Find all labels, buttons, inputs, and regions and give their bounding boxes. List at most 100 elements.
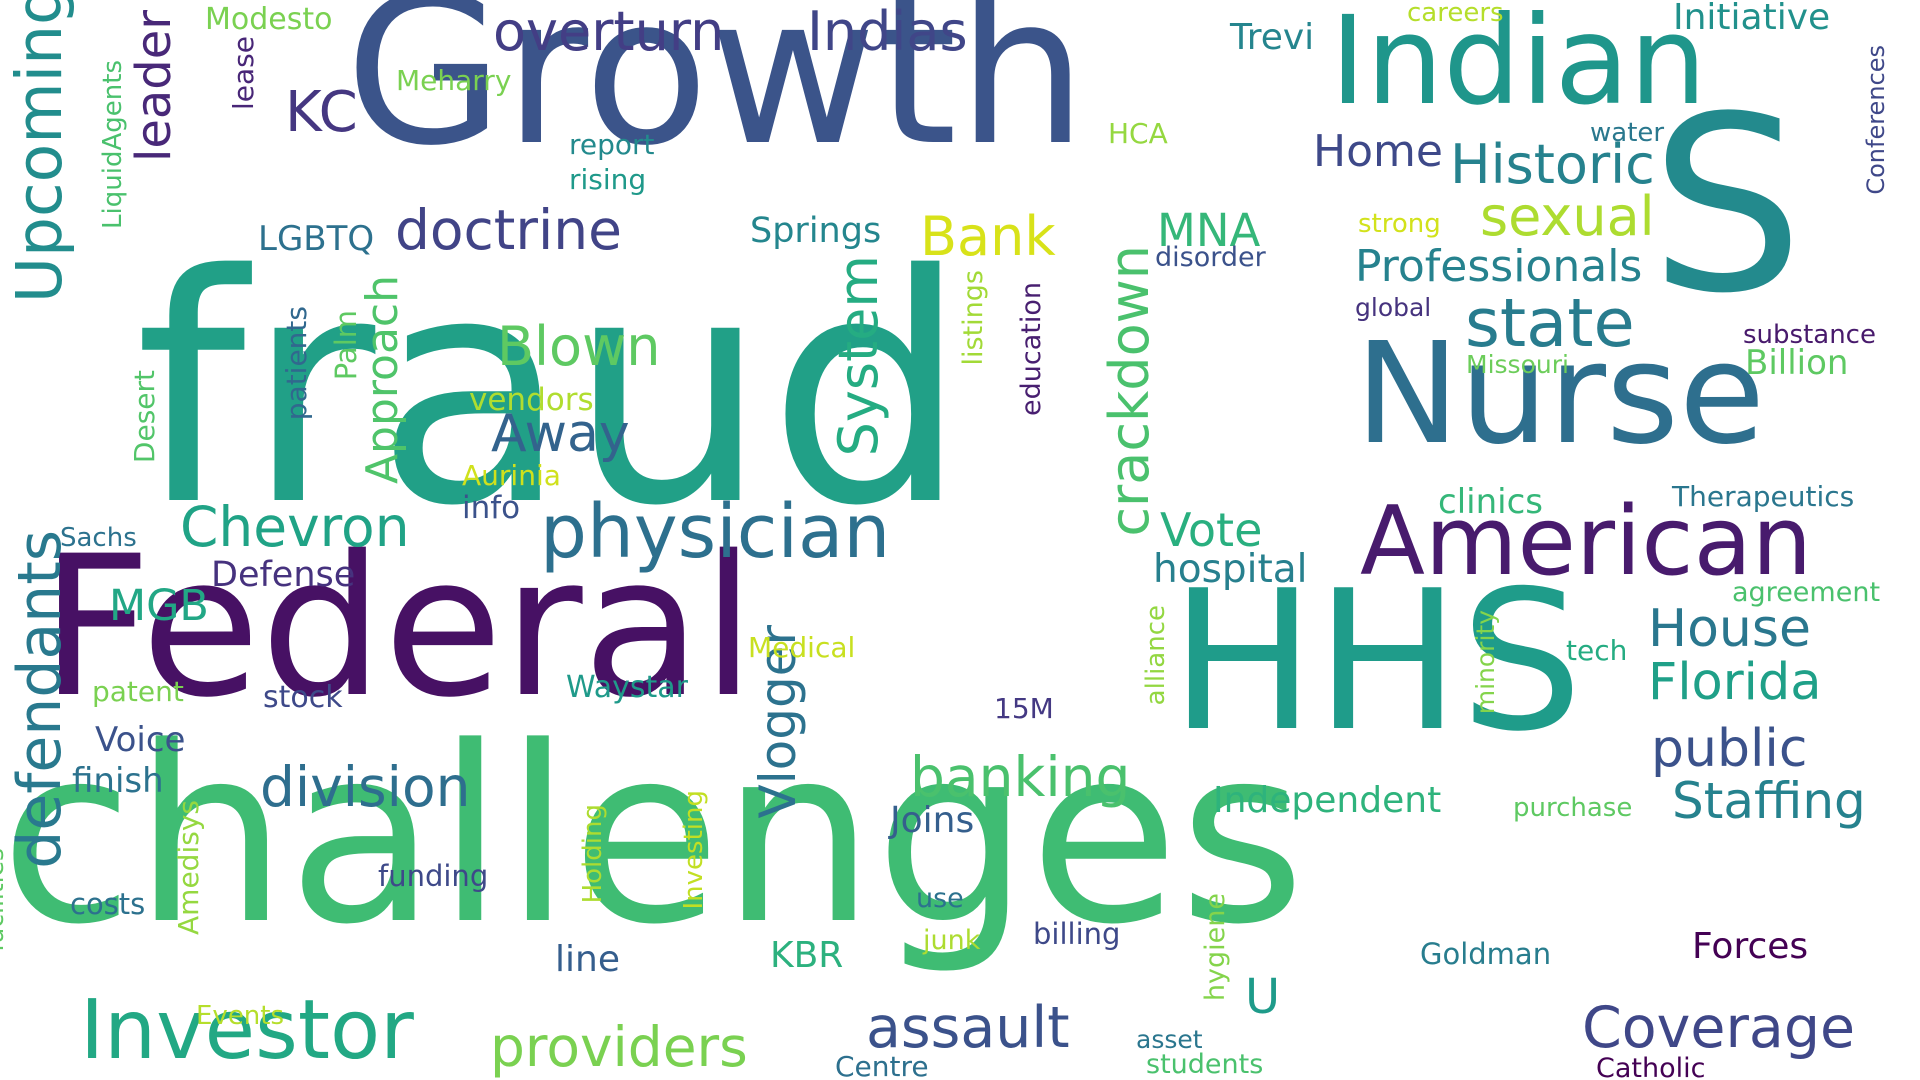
word-staffing: Staffing: [1672, 772, 1866, 830]
word-voice: Voice: [95, 720, 186, 760]
word-desert: Desert: [128, 370, 161, 464]
word-hhs: HHS: [1170, 549, 1583, 774]
word-global: global: [1355, 293, 1432, 322]
word-events: Events: [196, 1001, 285, 1031]
word-info: info: [462, 490, 521, 526]
word-division: division: [260, 755, 471, 819]
word-investor: Investor: [80, 983, 414, 1078]
word-agreement: agreement: [1732, 577, 1881, 608]
word-house: House: [1648, 599, 1811, 659]
word-rising: rising: [569, 163, 647, 196]
word-bank: Bank: [920, 205, 1056, 268]
word-hospital: hospital: [1153, 547, 1308, 592]
word-nurse: Nurse: [1355, 313, 1766, 476]
word-american: American: [1360, 487, 1813, 597]
word-trevi: Trevi: [1230, 17, 1315, 58]
word-strong: strong: [1358, 209, 1441, 239]
word-facilities: facilities: [0, 848, 9, 952]
word-historic: Historic: [1450, 133, 1655, 196]
word-upcoming: Upcoming: [3, 0, 76, 304]
word-fraud: fraud: [135, 209, 969, 575]
word-palm: Palm: [329, 310, 363, 381]
word-costs: costs: [70, 887, 146, 921]
word-careers: careers: [1407, 0, 1504, 28]
word-home: Home: [1313, 126, 1443, 177]
word-mgb: MGB: [109, 581, 209, 631]
word-minority: minority: [1471, 610, 1500, 715]
word-doctrine: doctrine: [395, 198, 622, 262]
word-professionals: Professionals: [1355, 241, 1643, 292]
word-conferences: Conferences: [1862, 45, 1890, 195]
word-modesto: Modesto: [205, 2, 333, 37]
word-defendants: defendants: [5, 530, 75, 869]
word-sexual: sexual: [1480, 185, 1655, 248]
word-crackdown: crackdown: [1098, 245, 1161, 537]
word-asset: asset: [1136, 1025, 1203, 1054]
word-meharry: Meharry: [396, 64, 512, 97]
word-centre: Centre: [835, 1050, 929, 1080]
word-education: education: [1016, 282, 1047, 416]
word-indian: Indian: [1330, 0, 1707, 132]
word-s: S: [1650, 65, 1804, 347]
word-forces: Forces: [1692, 926, 1809, 967]
word-report: report: [569, 128, 655, 161]
word-challenges: challenges: [0, 695, 1306, 978]
word-independent: Independent: [1213, 780, 1442, 821]
word-disorder: disorder: [1155, 242, 1266, 273]
word-clinics: clinics: [1438, 482, 1543, 522]
word-initiative: Initiative: [1673, 0, 1831, 38]
word-billion: Billion: [1745, 343, 1849, 383]
word-assault: assault: [866, 995, 1070, 1061]
word-vendors: vendors: [469, 382, 594, 418]
word-alliance: alliance: [1141, 605, 1171, 706]
word-patients: patients: [280, 306, 313, 421]
word-goldman: Goldman: [1420, 937, 1552, 971]
word-listings: listings: [958, 270, 989, 366]
word-junk: junk: [923, 925, 981, 956]
word-patent: patent: [92, 675, 184, 708]
word-waystar: Waystar: [566, 670, 688, 705]
word-hca: HCA: [1108, 117, 1168, 150]
word-indias: Indias: [807, 0, 968, 63]
word-approach: Approach: [357, 275, 408, 485]
word-u: U: [1245, 969, 1281, 1025]
word-tech: tech: [1566, 634, 1628, 667]
word-defense: Defense: [211, 555, 356, 595]
word-hygiene: hygiene: [1200, 893, 1231, 1002]
word-catholic: Catholic: [1596, 1053, 1706, 1080]
word-growth: Growth: [345, 0, 1088, 191]
word-amedisys: Amedisys: [172, 800, 205, 935]
word-leader: leader: [126, 10, 182, 163]
word-joins: Joins: [890, 800, 975, 841]
word-banking: banking: [910, 745, 1131, 809]
word-lgbtq: LGBTQ: [258, 219, 375, 259]
word-purchase: purchase: [1513, 793, 1633, 823]
word-mna: MNA: [1157, 204, 1261, 257]
word-public: public: [1651, 719, 1808, 779]
word-use: use: [916, 883, 964, 914]
word-aurinia: Aurinia: [462, 459, 561, 492]
word-overturn: overturn: [493, 0, 725, 63]
word-substance: substance: [1743, 320, 1876, 350]
word-state: state: [1465, 284, 1635, 362]
word-liquidagents: LiquidAgents: [98, 60, 128, 229]
word-missouri: Missouri: [1466, 350, 1569, 379]
word-medical: Medical: [748, 631, 856, 664]
word-line: line: [555, 939, 620, 980]
word-vote: Vote: [1160, 503, 1263, 557]
word-therapeutics: Therapeutics: [1672, 480, 1855, 513]
word-billing: billing: [1033, 917, 1121, 951]
word-investing: Investing: [679, 790, 709, 910]
word-providers: providers: [490, 1015, 748, 1079]
word-kc: KC: [285, 80, 358, 145]
word-physician: physician: [540, 489, 891, 575]
word-springs: Springs: [750, 211, 882, 251]
word-away: Away: [491, 404, 630, 464]
word-system: System: [827, 255, 890, 457]
word-students: students: [1146, 1049, 1264, 1080]
word-federal: Federal: [40, 514, 756, 740]
word-blown: Blown: [497, 315, 661, 378]
word-chevron: Chevron: [180, 495, 410, 559]
word-florida: Florida: [1648, 653, 1822, 712]
